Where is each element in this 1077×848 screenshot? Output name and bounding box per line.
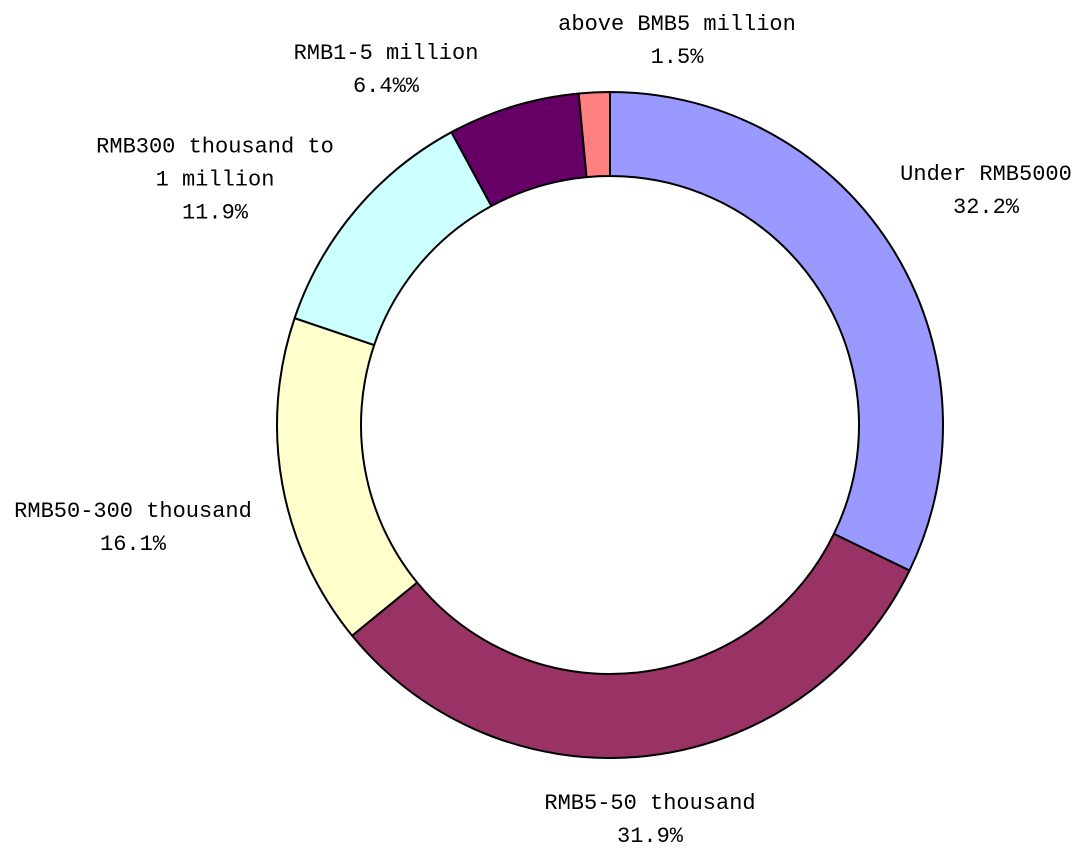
data-label: Under RMB5000 32.2% xyxy=(900,158,1072,224)
data-label: RMB5-50 thousand 31.9% xyxy=(544,787,755,848)
value-label: 31.9% xyxy=(616,824,684,848)
category-label: RMB5-50 thousand xyxy=(544,791,756,816)
donut-segment xyxy=(577,91,611,179)
value-label: 1.5% xyxy=(650,45,704,70)
data-label: RMB50-300 thousand 16.1% xyxy=(14,495,252,561)
category-label: RMB1-5 million xyxy=(293,41,479,66)
value-label: 6.4%% xyxy=(352,74,419,99)
data-label: above BMB5 million 1.5% xyxy=(558,8,796,74)
category-label: above BMB5 million xyxy=(558,12,796,37)
value-label: 32.2% xyxy=(952,195,1020,220)
data-label: RMB1-5 million 6.4%% xyxy=(294,37,479,103)
category-label: RMB50-300 thousand xyxy=(14,499,252,524)
value-label: 11.9% xyxy=(181,200,248,226)
donut-segment xyxy=(609,91,944,572)
data-label: RMB300 thousand to 1 million 11.9% xyxy=(91,131,339,230)
donut-segment xyxy=(276,317,419,637)
donut-segment xyxy=(351,532,911,759)
category-label: RMB300 thousand to 1 million xyxy=(96,134,334,193)
value-label: 16.1% xyxy=(99,532,167,557)
category-label: Under RMB5000 xyxy=(900,162,1072,187)
